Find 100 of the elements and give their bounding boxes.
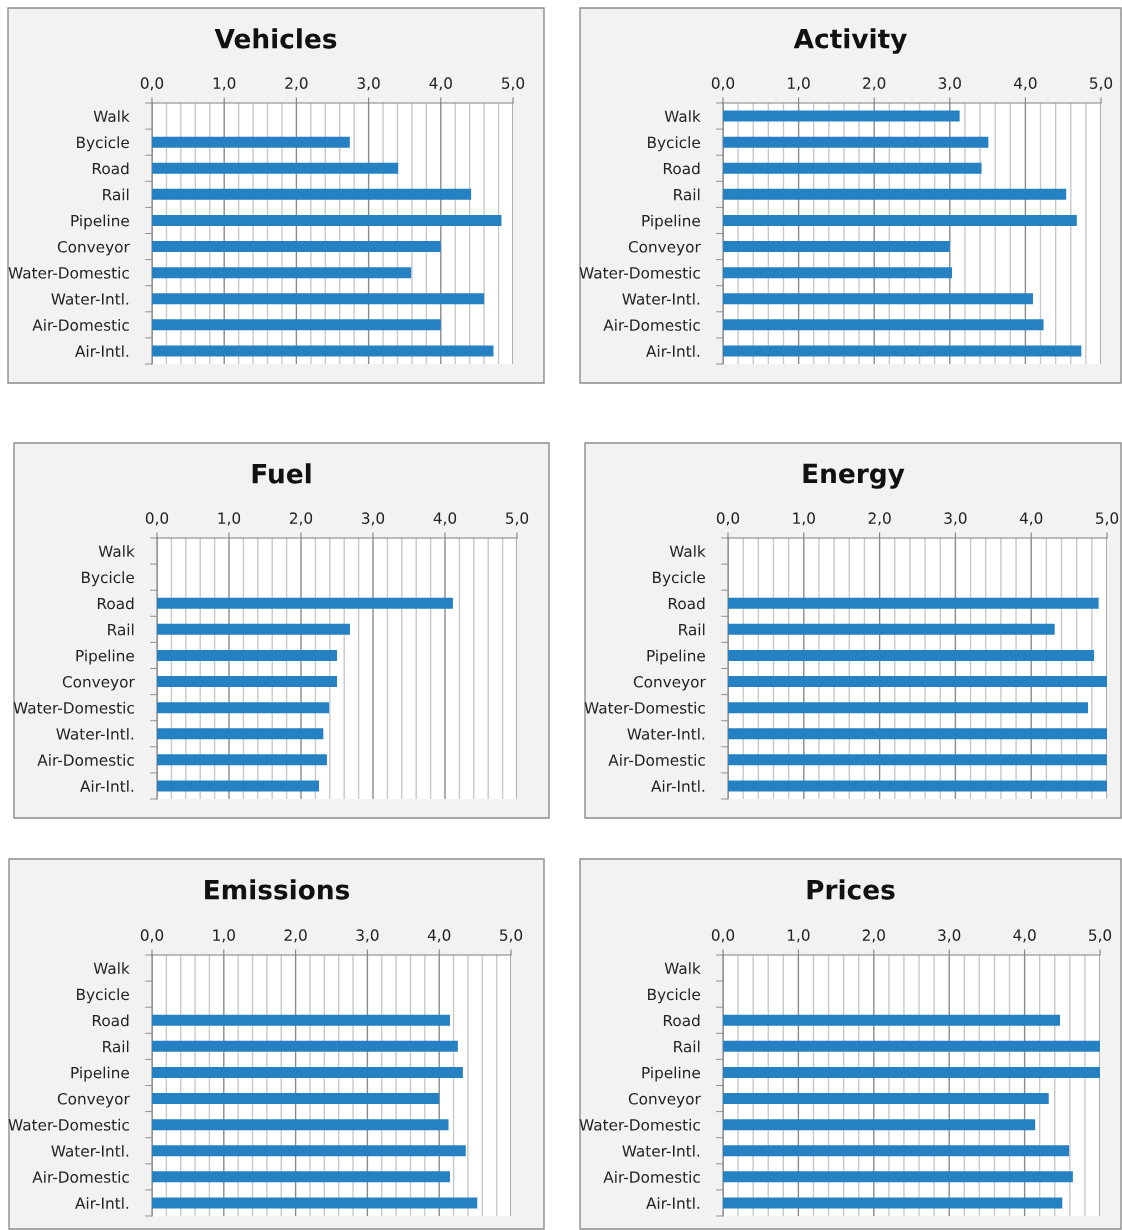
bar bbox=[728, 702, 1089, 714]
y-tick-label: Air-Intl. bbox=[646, 345, 700, 357]
x-tick-label: 4,0 bbox=[1014, 77, 1037, 91]
bar bbox=[723, 188, 1067, 200]
bar bbox=[152, 188, 472, 200]
bar bbox=[157, 702, 330, 714]
bar bbox=[723, 241, 950, 253]
bar bbox=[152, 214, 502, 226]
y-tick-label: Bycicle bbox=[77, 988, 129, 1004]
chart-title: Energy bbox=[803, 463, 905, 489]
y-tick-label: Water-Intl. bbox=[56, 727, 134, 740]
y-tick-label: Bycicle bbox=[77, 136, 129, 152]
y-tick-label: Conveyor bbox=[628, 241, 701, 256]
bar bbox=[152, 319, 441, 331]
x-tick-label: 4,0 bbox=[433, 512, 457, 526]
y-tick-label: Walk bbox=[93, 962, 130, 975]
bar bbox=[152, 1093, 440, 1105]
y-tick-label: Walk bbox=[664, 962, 701, 975]
chart-title: Prices bbox=[807, 879, 895, 900]
bar bbox=[723, 110, 960, 122]
bar bbox=[152, 345, 494, 357]
bar bbox=[152, 1145, 466, 1157]
bar bbox=[728, 676, 1107, 688]
x-tick-label: 0,0 bbox=[711, 929, 735, 943]
y-tick-label: Road bbox=[92, 1014, 129, 1027]
bar bbox=[157, 728, 324, 740]
y-tick-label: Bycicle bbox=[648, 136, 700, 152]
bar bbox=[152, 136, 350, 148]
x-tick-label: 2,0 bbox=[862, 929, 885, 943]
bar bbox=[152, 1014, 450, 1026]
y-tick-label: Water-Domestic bbox=[8, 266, 129, 279]
y-tick-label: Conveyor bbox=[633, 676, 706, 691]
x-tick-label: 5,0 bbox=[1090, 77, 1113, 91]
x-tick-label: 2,0 bbox=[289, 512, 313, 526]
bar bbox=[152, 1066, 463, 1078]
x-tick-label: 3,0 bbox=[938, 929, 961, 943]
bar bbox=[152, 293, 485, 305]
bar bbox=[723, 214, 1077, 226]
x-tick-label: 4,0 bbox=[1013, 929, 1036, 943]
y-tick-label: Pipeline bbox=[76, 649, 134, 665]
bar bbox=[152, 241, 441, 253]
y-tick-label: Walk bbox=[669, 545, 706, 558]
bar bbox=[157, 597, 453, 609]
y-tick-label: Water-Domestic bbox=[584, 701, 705, 714]
x-tick-label: 3,0 bbox=[357, 77, 380, 91]
x-tick-label: 3,0 bbox=[356, 929, 379, 943]
y-tick-label: Rail bbox=[674, 188, 700, 201]
x-tick-label: 5,0 bbox=[500, 929, 523, 943]
bar bbox=[723, 1040, 1100, 1052]
y-tick-label: Air-Domestic bbox=[32, 1171, 129, 1183]
bar bbox=[723, 1119, 1036, 1131]
x-tick-label: 2,0 bbox=[285, 77, 308, 91]
x-tick-label: 1,0 bbox=[218, 512, 241, 526]
bar bbox=[157, 780, 319, 792]
chart-title: Vehicles bbox=[214, 28, 337, 49]
y-tick-label: Water-Intl. bbox=[622, 292, 700, 305]
bar bbox=[728, 597, 1099, 609]
y-tick-label: Air-Intl. bbox=[80, 780, 134, 792]
bar bbox=[157, 623, 350, 635]
x-tick-label: 3,0 bbox=[944, 512, 967, 526]
bar bbox=[723, 1145, 1070, 1157]
y-tick-label: Water-Intl. bbox=[51, 292, 129, 305]
y-tick-label: Water-Intl. bbox=[51, 1144, 129, 1157]
x-tick-label: 1,0 bbox=[787, 929, 810, 943]
x-tick-label: 1,0 bbox=[793, 512, 815, 526]
y-tick-label: Air-Intl. bbox=[646, 1197, 700, 1209]
bar bbox=[157, 754, 327, 766]
x-tick-label: 0,0 bbox=[140, 77, 164, 91]
y-tick-label: Pipeline bbox=[647, 649, 705, 665]
y-tick-label: Air-Domestic bbox=[32, 319, 129, 331]
y-tick-label: Conveyor bbox=[628, 1093, 701, 1108]
y-tick-label: Rail bbox=[103, 188, 129, 201]
chart-title: Activity bbox=[793, 28, 907, 54]
bar bbox=[723, 1014, 1061, 1026]
bar bbox=[152, 1040, 458, 1052]
y-tick-label: Air-Domestic bbox=[603, 1171, 700, 1183]
y-tick-label: Pipeline bbox=[71, 1066, 129, 1082]
bar bbox=[728, 649, 1095, 661]
bar bbox=[157, 676, 337, 688]
bar bbox=[728, 780, 1107, 792]
x-tick-label: 0,0 bbox=[711, 77, 735, 91]
y-tick-label: Water-Intl. bbox=[627, 727, 705, 740]
x-tick-label: 4,0 bbox=[429, 77, 452, 91]
y-tick-label: Walk bbox=[93, 110, 130, 123]
x-tick-label: 1,0 bbox=[788, 77, 810, 91]
y-tick-label: Air-Intl. bbox=[75, 345, 129, 357]
x-tick-label: 5,0 bbox=[502, 77, 525, 91]
x-tick-label: 5,0 bbox=[1096, 512, 1119, 526]
x-tick-label: 4,0 bbox=[427, 929, 451, 943]
bar bbox=[723, 1093, 1049, 1105]
x-tick-label: 1,0 bbox=[213, 77, 236, 91]
y-tick-label: Conveyor bbox=[62, 676, 135, 691]
y-tick-label: Water-Domestic bbox=[579, 1118, 700, 1131]
y-tick-label: Air-Domestic bbox=[603, 319, 700, 331]
bar bbox=[157, 649, 337, 661]
y-tick-label: Water-Domestic bbox=[8, 1118, 129, 1131]
bar bbox=[728, 754, 1107, 766]
bar bbox=[723, 345, 1082, 357]
bar bbox=[728, 623, 1055, 635]
y-tick-label: Pipeline bbox=[642, 214, 700, 230]
